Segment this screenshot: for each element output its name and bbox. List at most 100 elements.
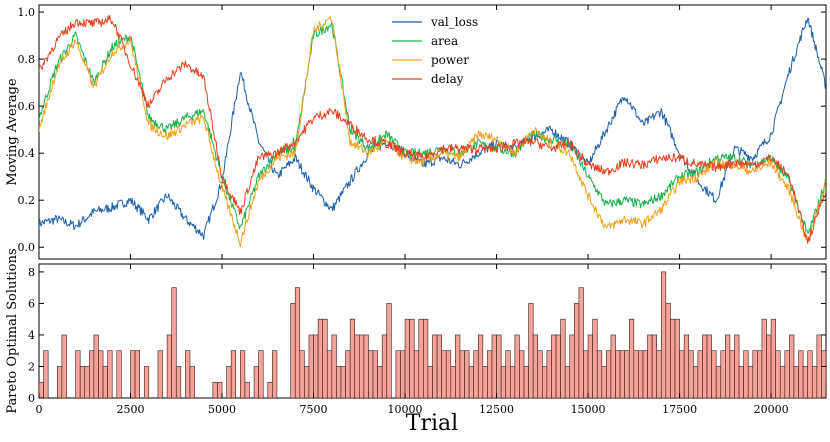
top-plot-frame [38, 4, 827, 260]
histogram-bar [546, 350, 552, 398]
histogram-bar [56, 366, 63, 398]
histogram-bar [569, 334, 575, 398]
histogram-bar [427, 366, 433, 398]
top-y-tick-label: 0.2 [18, 194, 36, 207]
histogram-bar [528, 303, 534, 398]
bottom-y-tick-label: 6 [28, 297, 35, 310]
histogram-bar [368, 350, 374, 398]
histogram-bar [253, 366, 259, 398]
histogram-bar [757, 350, 763, 398]
x-tick-label: 10000 [388, 403, 423, 416]
histogram-bar [665, 303, 671, 398]
histogram-bar [185, 350, 191, 398]
moving-average-panel: 0.0 0.2 0.4 0.6 0.8 1.0 Moving Average val_lo… [5, 4, 827, 260]
histogram-bar [143, 366, 150, 398]
histogram-bar [670, 318, 676, 398]
histogram-bar [459, 350, 465, 398]
histogram-bar [349, 318, 356, 398]
histogram-bar [638, 350, 644, 398]
histogram-bar [217, 381, 223, 398]
bottom-y-tick-label: 2 [28, 360, 35, 373]
histogram-bar [660, 271, 667, 398]
x-tick-label: 12500 [479, 403, 514, 416]
histogram-bar [404, 318, 410, 398]
histogram-bar [331, 334, 337, 398]
histogram-bar [455, 334, 461, 398]
top-y-tick-label: 0.6 [18, 100, 36, 113]
top-y-tick-label: 0.4 [18, 147, 36, 160]
histogram-bar [39, 381, 44, 398]
histogram-bar [738, 366, 744, 398]
histogram-bar [230, 350, 237, 398]
top-y-axis-label: Moving Average [5, 78, 20, 186]
histogram-bar [322, 318, 328, 398]
histogram-bar [596, 350, 603, 398]
histogram-bar [93, 334, 99, 398]
histogram-bar [628, 318, 635, 398]
histogram-bar [377, 366, 383, 398]
top-y-tick-label: 0.0 [18, 241, 36, 254]
histogram-bar [134, 350, 140, 398]
histogram-bar [267, 381, 273, 398]
x-tick-label: 20000 [754, 403, 789, 416]
histogram-bar [358, 334, 365, 398]
histogram-bar [711, 350, 717, 398]
bottom-y-tick-label: 0 [28, 392, 35, 405]
histogram-bar [509, 366, 516, 398]
histogram-bar [551, 334, 557, 398]
histogram-bar [363, 334, 369, 398]
histogram-bar [752, 350, 758, 398]
histogram-bar [583, 350, 589, 398]
histogram-bar [615, 350, 621, 398]
histogram-bar [326, 350, 333, 398]
histogram-bar [409, 318, 415, 398]
histogram-bar [171, 287, 177, 398]
histogram-bar [381, 334, 388, 398]
legend-label-area: area [431, 34, 458, 48]
histogram-bar [816, 334, 822, 398]
histogram-bar [514, 334, 520, 398]
histogram-bar [560, 318, 566, 398]
histogram-bar [610, 334, 616, 398]
x-axis-label: Trial [406, 411, 458, 436]
histogram-bar [578, 287, 584, 398]
histogram-bar [212, 381, 218, 398]
histogram-bar [725, 334, 731, 398]
series-line-delay [39, 14, 826, 244]
histogram-bar [647, 334, 653, 398]
histogram-bar [336, 366, 342, 398]
histogram-bar [299, 350, 305, 398]
histogram-bar [441, 350, 447, 398]
x-tick-label: 0 [36, 403, 43, 416]
legend-label-delay: delay [431, 72, 464, 86]
histogram-bar [564, 366, 571, 398]
histogram-bar [294, 287, 301, 398]
histogram-bar [436, 334, 442, 398]
histogram-bar [482, 366, 488, 398]
histogram-bar [798, 350, 804, 398]
histogram-bar [633, 350, 639, 398]
histogram-bar [674, 318, 680, 398]
x-tick-label: 5000 [208, 403, 236, 416]
histogram-bar [75, 350, 81, 398]
histogram-bars [39, 271, 826, 398]
histogram-bar [523, 366, 529, 398]
histogram-bar [624, 350, 630, 398]
histogram-bar [308, 334, 314, 398]
histogram-bar [418, 318, 424, 398]
histogram-bar [244, 381, 250, 398]
histogram-bar [313, 334, 319, 398]
histogram-bar [802, 366, 808, 398]
bottom-axis-ticks: 0 2500 5000 7500 10000 12500 15000 17500 20000 0 2… [28, 264, 826, 416]
x-tick-label: 17500 [662, 403, 697, 416]
histogram-bar [775, 350, 781, 398]
histogram-bar [688, 350, 694, 398]
pareto-histogram-panel: 0 2500 5000 7500 10000 12500 15000 17500 20000 0 2… [5, 248, 827, 436]
histogram-bar [413, 350, 420, 398]
histogram-bar [473, 350, 479, 398]
x-tick-label: 7500 [300, 403, 328, 416]
histogram-bar [542, 366, 548, 398]
histogram-bar [734, 334, 740, 398]
